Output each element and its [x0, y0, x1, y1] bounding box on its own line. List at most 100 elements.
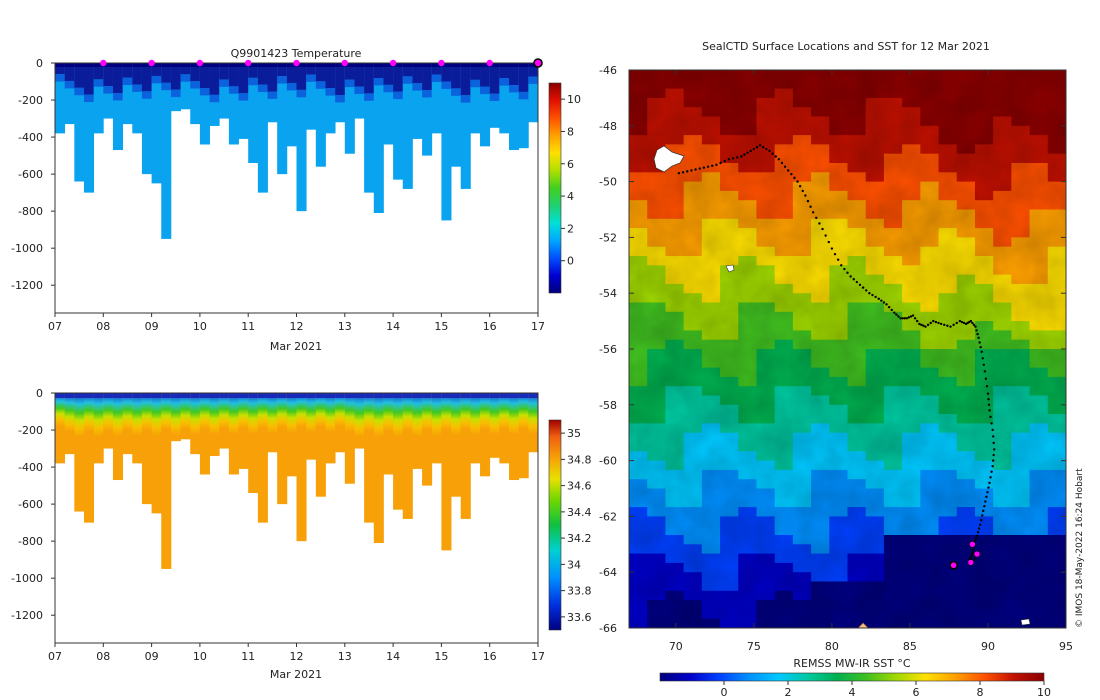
- temperature-profiles: [55, 63, 538, 239]
- track-point: [982, 509, 985, 513]
- temperature-profile-surface: [364, 63, 375, 67]
- temperature-profile-upper: [489, 63, 500, 94]
- temperature-profile-upper: [151, 63, 162, 76]
- map-ytick-label: -60: [599, 455, 617, 468]
- temperature-profile-mid: [412, 83, 423, 91]
- temperature-profile-mid: [132, 84, 143, 92]
- temperature-profile-mid: [83, 94, 95, 103]
- salinity-cb-label: 34.2: [567, 532, 592, 545]
- temperature-profile-surface: [296, 63, 307, 67]
- temperature-profile-surface: [180, 63, 191, 67]
- temperature-profile: [344, 63, 355, 154]
- temperature-profile-mid: [315, 81, 326, 89]
- salinity-xtick-label: 15: [434, 650, 448, 663]
- track-point: [926, 323, 930, 327]
- day-marker: [293, 59, 300, 67]
- temperature-profile-mid: [112, 93, 124, 101]
- kerguelen-island: [653, 145, 685, 173]
- temperature-profile-mid: [431, 74, 442, 83]
- temperature-profile: [528, 63, 538, 123]
- temperature-profile-surface: [441, 63, 452, 67]
- salinity-profile-upper: [306, 393, 317, 433]
- temperature-profile-surface: [93, 63, 104, 67]
- temperature-colorbar: 10 8 6 4 2 0: [548, 82, 581, 294]
- temperature-profile-mid: [509, 85, 520, 93]
- temperature-profile: [286, 63, 297, 147]
- salinity-profile: [248, 393, 259, 493]
- temperature-xtick-label: 11: [241, 320, 255, 333]
- track-point: [758, 144, 762, 147]
- track-point: [973, 557, 976, 560]
- track-point: [715, 163, 718, 167]
- map-colorbar-bar: [659, 672, 1045, 682]
- temperature-profile-mid: [528, 76, 538, 84]
- salinity-profile-upper: [431, 393, 442, 436]
- salinity-profile-upper: [93, 393, 104, 437]
- track-point: [824, 234, 827, 237]
- temperature-profile: [480, 63, 491, 147]
- temperature-profile-surface: [373, 63, 384, 67]
- salinity-x-axis: 07 08 09 10 11 12 13 14 15 16 17: [48, 643, 545, 663]
- track-point: [971, 548, 975, 552]
- temperature-profile-upper: [344, 63, 355, 80]
- temperature-profile-mid: [257, 84, 268, 93]
- salinity-profile-upper: [325, 393, 336, 433]
- salinity-profile-surface: [364, 393, 375, 398]
- temperature-title: Q9901423 Temperature: [231, 47, 362, 60]
- salinity-profile-surface: [509, 393, 520, 398]
- track-point: [943, 323, 946, 327]
- temperature-profile: [509, 63, 520, 151]
- temperature-profile: [199, 63, 210, 145]
- temperature-xtick-label: 12: [290, 320, 304, 333]
- temperature-profile: [64, 63, 75, 125]
- salinity-profile-upper: [257, 393, 268, 428]
- temperature-profile-upper: [422, 63, 433, 91]
- salinity-xtick-label: 12: [290, 650, 304, 663]
- track-point: [977, 527, 981, 530]
- map-ytick-label: -48: [599, 120, 617, 133]
- track-point: [783, 165, 787, 168]
- track-point: [836, 258, 840, 261]
- temperature-profile: [228, 63, 239, 145]
- salinity-profile-upper: [103, 393, 114, 431]
- temperature-xtick-label: 14: [386, 320, 400, 333]
- temperature-profile-mid: [55, 74, 66, 82]
- salinity-profile-surface: [412, 393, 423, 398]
- track-point: [981, 357, 984, 360]
- salinity-ytick-label: -1000: [11, 572, 43, 585]
- track-point: [711, 164, 714, 167]
- temperature-profile-surface: [528, 63, 538, 67]
- temperature-profile: [161, 63, 172, 239]
- salinity-profile-surface: [93, 393, 104, 398]
- temperature-profile-mid: [248, 77, 259, 86]
- track-point: [975, 329, 978, 332]
- temperature-profile-upper: [460, 63, 471, 96]
- salinity-profile-surface: [55, 393, 66, 398]
- temperature-profile-upper: [402, 63, 413, 77]
- salinity-colorbar-bar: [548, 419, 562, 631]
- salinity-profile-surface: [199, 393, 210, 398]
- day-marker: [196, 59, 204, 67]
- salinity-profile-upper: [219, 393, 230, 429]
- salinity-profile-surface: [393, 393, 404, 398]
- temperature-profile-upper: [122, 63, 133, 78]
- temperature-profile-surface: [489, 63, 500, 67]
- map-colorbar: 0 2 4 6 8 10: [659, 672, 1051, 699]
- salinity-profile-upper: [141, 393, 152, 431]
- track-point: [806, 199, 810, 203]
- temperature-profile-surface: [277, 63, 288, 67]
- track-point: [980, 350, 983, 353]
- salinity-ytick-label: 0: [36, 387, 43, 400]
- temperature-profile: [55, 63, 66, 134]
- temperature-ytick-label: -200: [18, 94, 43, 107]
- track-point: [974, 537, 978, 540]
- salinity-xtick-label: 10: [193, 650, 207, 663]
- track-point: [922, 324, 925, 327]
- salinity-profile-surface: [170, 393, 181, 398]
- track-point: [958, 319, 962, 323]
- salinity-profile: [74, 393, 85, 512]
- salinity-profile-upper: [151, 393, 162, 436]
- track-point: [978, 523, 982, 526]
- salinity-profile-upper: [364, 393, 375, 432]
- track-point: [762, 145, 765, 149]
